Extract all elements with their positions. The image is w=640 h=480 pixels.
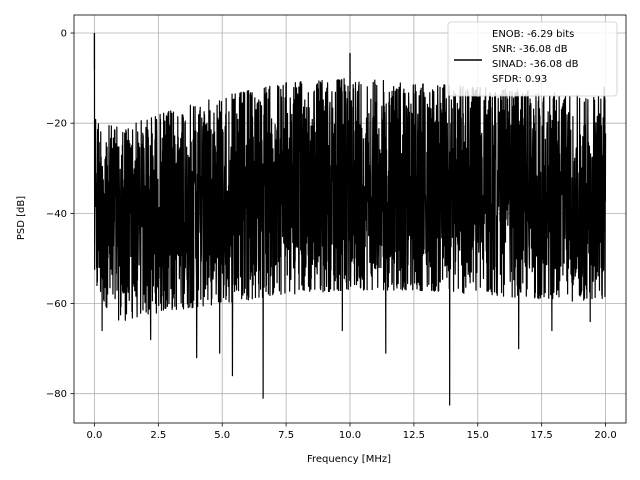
- x-tick-label: 2.5: [150, 430, 166, 441]
- legend-entry-text: SINAD: -36.08 dB: [492, 59, 579, 70]
- legend-entry-text: SFDR: 0.93: [492, 74, 547, 85]
- y-tick-label: 0: [61, 29, 67, 40]
- plot-frame: [73, 14, 627, 424]
- x-tick-label: 0.0: [86, 430, 102, 441]
- x-tick-label: 12.5: [403, 430, 425, 441]
- y-tick-label: −20: [46, 119, 67, 130]
- x-axis-label: Frequency [MHz]: [307, 454, 391, 465]
- x-tick-label: 7.5: [278, 430, 294, 441]
- x-tick-label: 15.0: [467, 430, 489, 441]
- x-tick-label: 17.5: [531, 430, 553, 441]
- x-tick-label: 20.0: [594, 430, 616, 441]
- axes: 0.0 2.5 5.0 7.5 10.0 12.5 15.0 17.5 20.0 0 −20 −40 −…: [46, 14, 627, 441]
- y-axis-label: PSD [dB]: [16, 196, 27, 240]
- x-tick-label: 10.0: [339, 430, 361, 441]
- legend-entry-text: SNR: -36.08 dB: [492, 44, 568, 55]
- legend-entry-text: ENOB: -6.29 bits: [492, 29, 574, 40]
- legend: ENOB: -6.29 bits SNR: -36.08 dB SINAD: -36…: [447, 21, 618, 97]
- psd-series-line: [93, 33, 607, 406]
- y-tick-label: −40: [46, 209, 67, 220]
- legend-box: [447, 21, 618, 97]
- x-tick-label: 5.0: [214, 430, 230, 441]
- y-tick-label: −60: [46, 299, 67, 310]
- y-tick-label: −80: [46, 389, 67, 400]
